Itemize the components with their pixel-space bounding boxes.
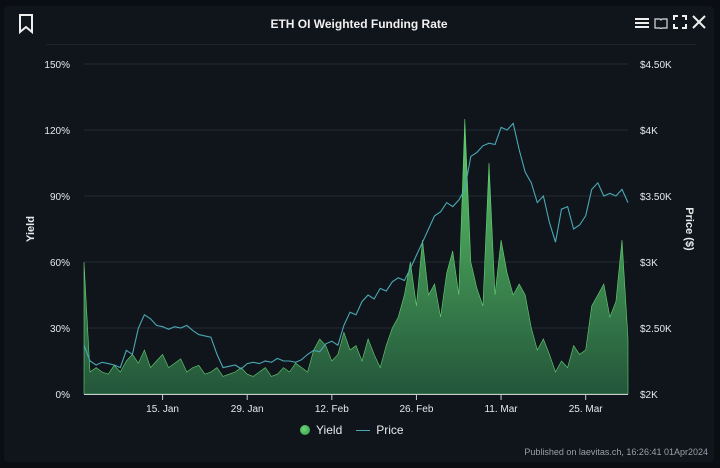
y2-tick-label: $3K bbox=[640, 258, 658, 269]
book-icon[interactable] bbox=[654, 16, 668, 34]
header-divider bbox=[46, 44, 696, 45]
chart-title: ETH OI Weighted Funding Rate bbox=[270, 17, 448, 31]
bookmark-icon[interactable] bbox=[18, 14, 34, 39]
price-line-series bbox=[83, 122, 629, 370]
yield-dot-icon bbox=[300, 425, 310, 435]
legend-item-price[interactable]: Price bbox=[356, 423, 404, 437]
y2-tick-label: $2K bbox=[640, 390, 658, 401]
y2-tick-label: $3.50K bbox=[640, 192, 672, 203]
y-tick-label: 60% bbox=[50, 258, 70, 269]
y2-tick-label: $4.50K bbox=[640, 60, 672, 71]
x-tick-label: 12. Feb bbox=[315, 404, 349, 415]
y2-axis-title: Price ($) bbox=[683, 207, 695, 251]
y-tick-label: 90% bbox=[50, 192, 70, 203]
x-tick-label: 26. Feb bbox=[399, 404, 433, 415]
y-axis-title: Yield bbox=[25, 216, 37, 242]
legend-item-yield[interactable]: Yield bbox=[300, 423, 342, 437]
x-tick-label: 15. Jan bbox=[146, 404, 179, 415]
yield-area-series bbox=[83, 118, 629, 395]
menu-icon[interactable] bbox=[635, 16, 649, 34]
published-note: Published on laevitas.ch, 16:26:41 01Apr… bbox=[524, 447, 708, 457]
close-icon[interactable] bbox=[692, 15, 706, 34]
y-tick-label: 30% bbox=[50, 324, 70, 335]
price-line-icon bbox=[356, 430, 371, 431]
y-tick-label: 150% bbox=[44, 60, 70, 71]
y2-tick-label: $2.50K bbox=[640, 324, 672, 335]
x-tick-label: 29. Jan bbox=[231, 404, 264, 415]
x-tick-label: 11. Mar bbox=[484, 404, 518, 415]
y-tick-label: 0% bbox=[56, 390, 71, 401]
x-tick-label: 25. Mar bbox=[569, 404, 604, 415]
y2-tick-label: $4K bbox=[640, 126, 658, 137]
fullscreen-icon[interactable] bbox=[673, 15, 687, 34]
y-tick-label: 120% bbox=[44, 126, 70, 137]
legend: Yield Price bbox=[300, 423, 404, 437]
